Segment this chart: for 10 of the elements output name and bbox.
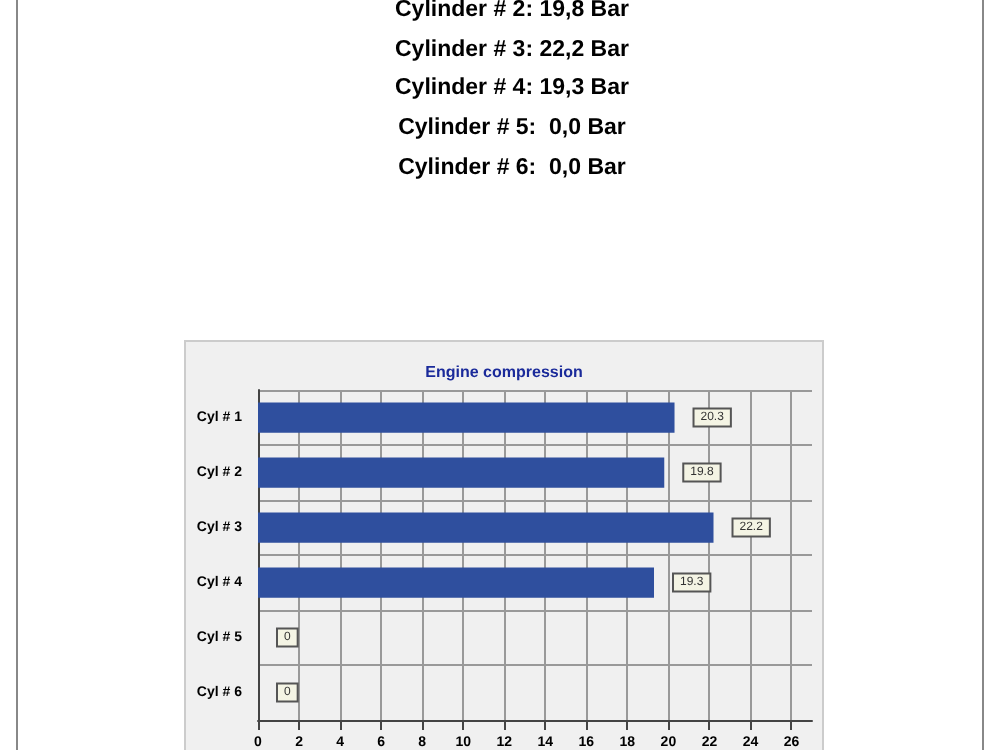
text: Cylinder # 4: 19,3 Bar [393,74,631,105]
bar [258,512,714,543]
text: Cylinder # 2: 19,8 Bar [393,0,631,26]
text: Cylinder # 3: 22,2 Bar [393,35,631,66]
chart-title: Engine compression [425,363,583,381]
bar [258,567,655,598]
bar [258,457,665,488]
bar [258,402,675,433]
text: Cylinder # 6: 0,0 Bar [396,153,628,184]
text: Cylinder # 5: 0,0 Bar [396,114,628,145]
